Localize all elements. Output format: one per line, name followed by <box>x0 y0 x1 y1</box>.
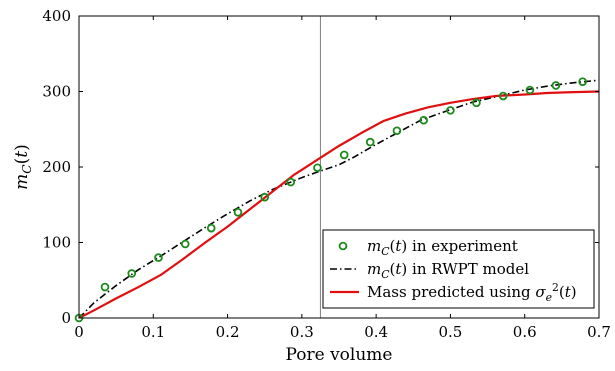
legend-label-2: Mass predicted using σe2(t) <box>367 281 577 304</box>
x-tick-label: 0.4 <box>364 323 388 341</box>
data-point-experiment <box>233 208 243 217</box>
data-point-experiment <box>392 126 402 136</box>
x-axis-title: Pore volume <box>286 345 393 365</box>
data-point-experiment <box>286 177 296 187</box>
legend-symbol-0 <box>338 241 348 251</box>
x-tick-label: 0.7 <box>587 323 611 341</box>
x-tick-label: 0.5 <box>438 323 462 341</box>
data-point-experiment <box>551 81 561 90</box>
data-point-experiment <box>525 85 535 95</box>
data-point-experiment <box>127 269 137 278</box>
data-point-experiment <box>472 98 481 108</box>
legend-label-0: mC(t) in experiment <box>367 237 518 258</box>
series-layer <box>74 77 599 323</box>
data-point-experiment <box>498 91 508 101</box>
data-point-experiment <box>339 150 349 160</box>
x-tick-label: 0.2 <box>216 323 240 341</box>
x-tick-label: 0.1 <box>141 323 165 341</box>
data-point-experiment <box>180 239 190 249</box>
data-point-experiment <box>578 77 587 86</box>
data-point-experiment <box>206 223 216 233</box>
data-point-experiment <box>260 192 270 202</box>
y-tick-label: 400 <box>42 7 71 25</box>
ticks-layer: 0 0.1 0.2 0.3 0.4 0.5 0.6 0.7 0 100 200 300 400 <box>42 7 611 341</box>
y-tick-label: 200 <box>42 158 71 176</box>
x-tick-label: 0 <box>74 323 84 341</box>
legend-box <box>322 229 595 309</box>
y-tick-label: 100 <box>42 234 71 252</box>
y-axis-title: mC(t) <box>12 144 34 190</box>
data-point-experiment <box>100 282 110 292</box>
data-point-experiment <box>419 115 428 125</box>
y-tick-label: 0 <box>61 309 71 327</box>
data-point-experiment <box>313 163 322 173</box>
y-tick-label: 300 <box>42 83 71 101</box>
data-point-experiment <box>365 137 375 147</box>
data-point-experiment <box>446 106 455 115</box>
x-tick-label: 0.6 <box>513 323 537 341</box>
x-tick-label: 0.3 <box>290 323 314 341</box>
data-point-experiment <box>154 253 163 262</box>
legend-label-1: mC(t) in RWPT model <box>367 260 529 281</box>
